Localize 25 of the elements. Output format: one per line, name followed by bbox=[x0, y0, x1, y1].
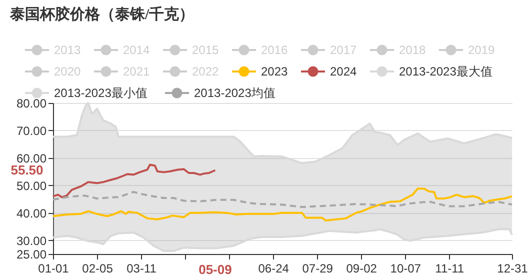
y-tick-label: 25.00 bbox=[16, 248, 47, 262]
x-tick-label: 12-31 bbox=[497, 262, 528, 276]
y-tick-label: 80.00 bbox=[16, 96, 47, 110]
x-tick-label: 03-11 bbox=[126, 262, 157, 276]
x-tick-label: 02-05 bbox=[82, 262, 114, 276]
chart-title: 泰国杯胶价格（泰铢/千克） bbox=[9, 5, 194, 23]
y-tick-label: 50.00 bbox=[16, 178, 47, 193]
x-tick-label: 06-24 bbox=[258, 262, 290, 276]
x-tick-label: 09-02 bbox=[346, 262, 378, 276]
text: 05-09 bbox=[198, 262, 232, 277]
legend-label: 2023 bbox=[261, 64, 288, 78]
line-series bbox=[52, 164, 216, 198]
y-tick-label: 70.00 bbox=[16, 124, 47, 138]
y-tick-label: 40.00 bbox=[16, 206, 47, 220]
x-tick-label: 07-29 bbox=[302, 262, 334, 276]
legend-label: 2013-2023均值 bbox=[194, 86, 276, 100]
x-tick-label: 01-01 bbox=[38, 262, 70, 276]
legend-label: 2013-2023最小值 bbox=[54, 86, 148, 100]
x-tick-label: 11-11 bbox=[435, 262, 464, 276]
line-series bbox=[52, 188, 513, 222]
y-tick-label: 30.00 bbox=[16, 234, 47, 248]
legend-label: 2024 bbox=[330, 64, 358, 78]
legend-label: 2013-2023最大值 bbox=[399, 64, 492, 78]
x-tick-label: 10-07 bbox=[390, 262, 422, 276]
line-series bbox=[52, 190, 513, 208]
